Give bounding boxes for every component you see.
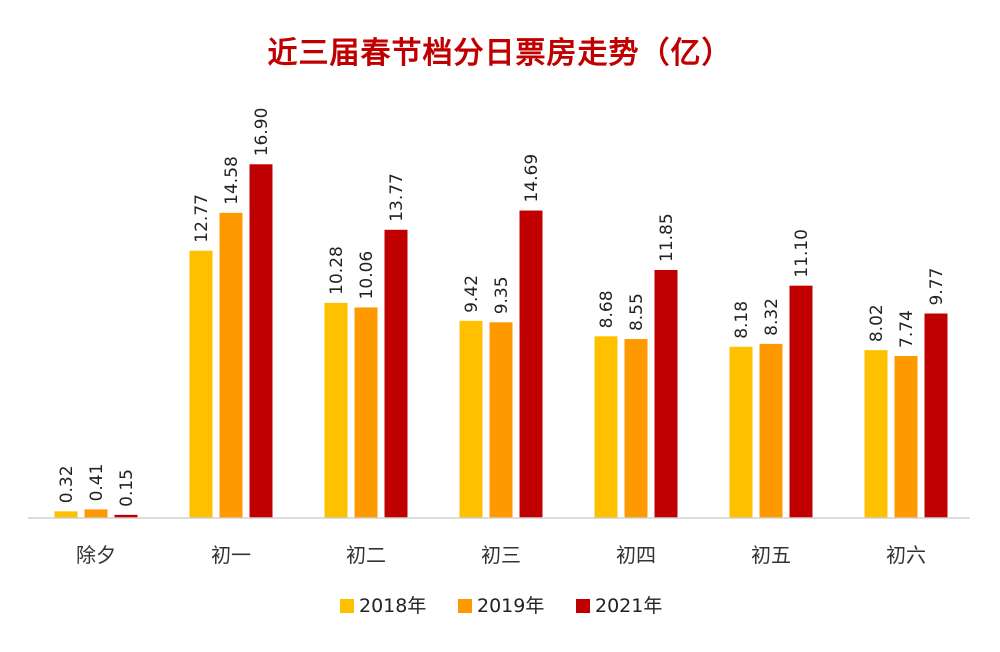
bar-2-0 <box>324 302 348 518</box>
data-label-0-1: 0.41 <box>87 464 107 502</box>
bar-1-0 <box>189 250 213 518</box>
bar-3-1 <box>489 322 513 518</box>
bar-6-0 <box>864 350 888 518</box>
bar-5-2 <box>789 285 813 518</box>
data-label-5-1: 8.32 <box>762 298 782 336</box>
category-label-1: 初一 <box>211 543 251 567</box>
data-label-0-0: 0.32 <box>57 465 77 503</box>
category-label-2: 初二 <box>346 543 386 567</box>
bar-5-1 <box>759 343 783 518</box>
bar-0-0 <box>54 511 78 518</box>
data-label-2-1: 10.06 <box>357 251 377 300</box>
data-label-6-0: 8.02 <box>867 304 887 342</box>
bar-0-2 <box>114 514 138 518</box>
category-label-4: 初四 <box>616 543 656 567</box>
bar-0-1 <box>84 509 108 518</box>
data-label-3-1: 9.35 <box>492 276 512 314</box>
data-label-2-0: 10.28 <box>327 246 347 295</box>
bar-3-0 <box>459 320 483 518</box>
legend-label-1: 2019年 <box>477 595 544 617</box>
bar-1-1 <box>219 212 243 518</box>
data-label-5-0: 8.18 <box>732 301 752 339</box>
data-label-6-1: 7.74 <box>897 310 917 348</box>
bar-6-1 <box>894 356 918 518</box>
data-label-5-2: 11.10 <box>792 229 812 278</box>
bar-2-1 <box>354 307 378 518</box>
data-label-3-0: 9.42 <box>462 275 482 313</box>
legend-swatch-1 <box>458 599 472 613</box>
legend-swatch-2 <box>576 599 590 613</box>
category-label-0: 除夕 <box>76 543 116 567</box>
data-label-0-2: 0.15 <box>117 469 137 507</box>
data-label-4-1: 8.55 <box>627 293 647 331</box>
bar-4-1 <box>624 339 648 518</box>
data-label-1-0: 12.77 <box>192 194 212 243</box>
bar-4-2 <box>654 269 678 518</box>
category-label-6: 初六 <box>886 543 926 567</box>
bar-5-0 <box>729 346 753 518</box>
legend-label-0: 2018年 <box>359 595 426 617</box>
data-label-4-0: 8.68 <box>597 290 617 328</box>
bar-6-2 <box>924 313 948 518</box>
bar-1-2 <box>249 164 273 519</box>
data-label-1-1: 14.58 <box>222 156 242 205</box>
bar-4-0 <box>594 336 618 518</box>
data-label-1-2: 16.90 <box>252 108 272 157</box>
legend-swatch-0 <box>340 599 354 613</box>
chart-title: 近三届春节档分日票房走势（亿） <box>267 36 733 71</box>
data-label-4-2: 11.85 <box>657 213 677 262</box>
data-label-2-2: 13.77 <box>387 173 407 222</box>
category-label-3: 初三 <box>481 543 521 567</box>
bar-3-2 <box>519 210 543 518</box>
legend-label-2: 2021年 <box>595 595 662 617</box>
category-label-5: 初五 <box>751 543 791 567</box>
bar-2-2 <box>384 229 408 518</box>
data-label-6-2: 9.77 <box>927 268 947 306</box>
data-label-3-2: 14.69 <box>522 154 542 203</box>
